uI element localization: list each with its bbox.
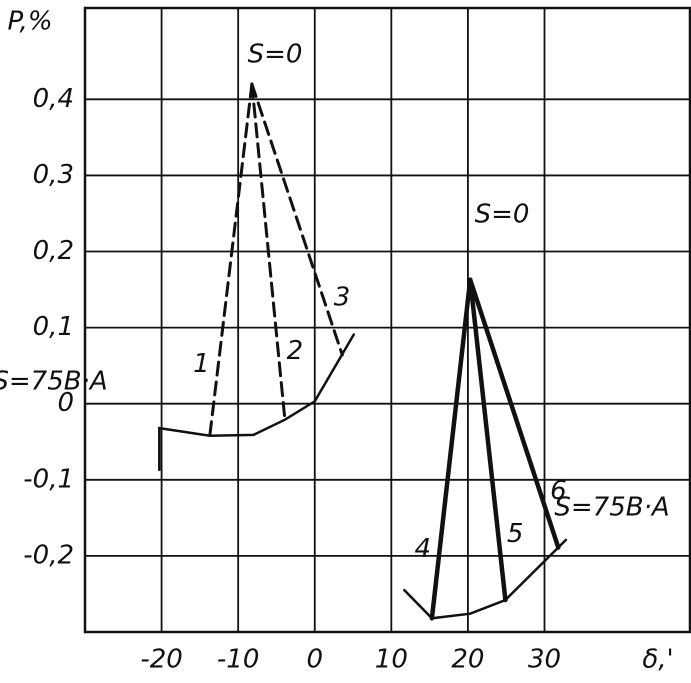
y-tick-label: 0 (57, 388, 74, 418)
x-axis-label: δ,' (642, 645, 673, 675)
y-tick-label: 0,4 (33, 84, 74, 114)
curve (158, 333, 356, 472)
x-tick-label: -20 (140, 645, 182, 675)
curve (250, 82, 287, 422)
annotation: S=75B·A (0, 367, 108, 397)
y-tick-label: 0,1 (33, 312, 74, 342)
x-tick-label: -10 (217, 645, 259, 675)
y-tick-label: 0,3 (33, 160, 74, 190)
curve (403, 538, 568, 620)
curve (467, 277, 561, 550)
curve-label: 4 (415, 534, 432, 564)
curve (208, 82, 254, 438)
curve-label: 1 (193, 349, 210, 379)
annotation: S=0 (475, 200, 530, 230)
curve-label: 3 (334, 283, 351, 313)
x-tick-label: 30 (528, 645, 561, 675)
y-tick-label: 0,2 (33, 236, 74, 266)
annotation: S=75B·A (554, 493, 669, 523)
x-tick-label: 20 (451, 645, 484, 675)
curve-label: 5 (507, 519, 524, 549)
y-axis-label: P,% (7, 7, 52, 37)
y-tick-label: -0,2 (23, 540, 74, 570)
curve (467, 277, 508, 603)
curve (429, 277, 473, 621)
curve-label: 6 (550, 476, 567, 506)
curve (250, 82, 344, 357)
y-tick-label: -0,1 (23, 464, 74, 494)
curve-label: 2 (287, 336, 304, 366)
plot-frame (83, 6, 691, 634)
annotation: S=0 (248, 40, 303, 70)
x-tick-label: 10 (375, 645, 408, 675)
x-tick-label: 0 (306, 645, 323, 675)
